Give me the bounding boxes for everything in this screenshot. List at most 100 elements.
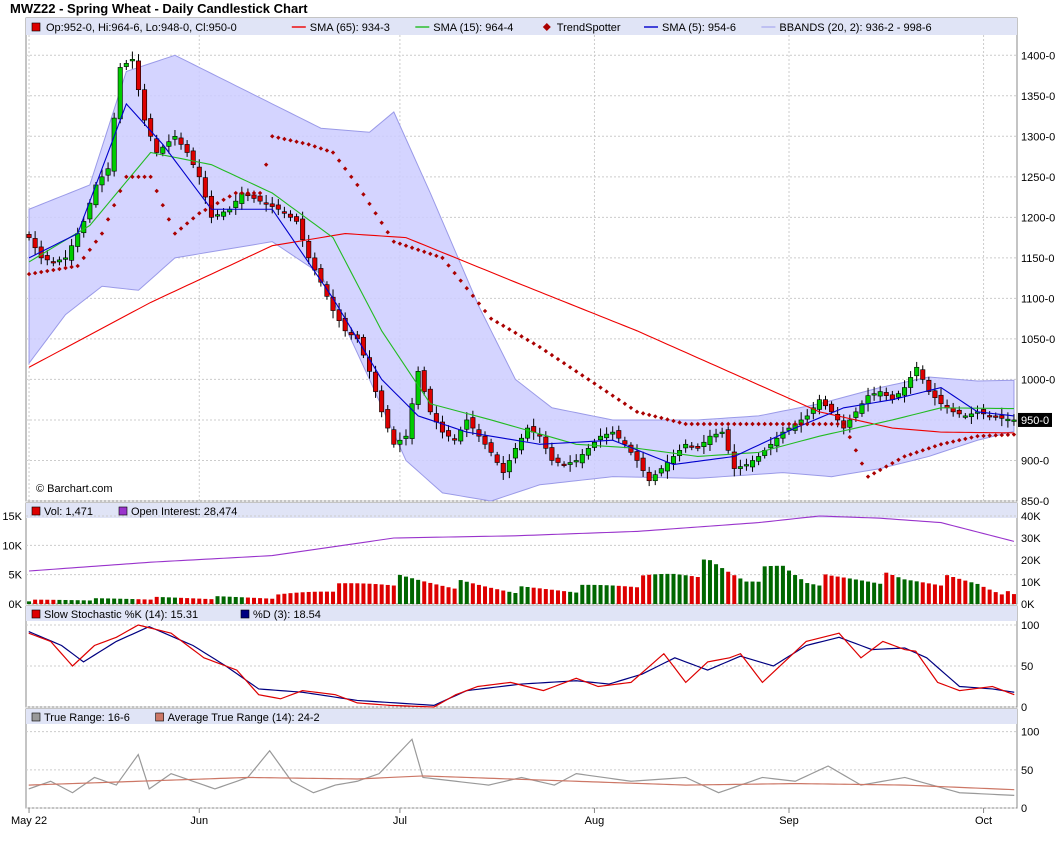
price-legend-entry: SMA (65): 934-3: [310, 22, 390, 34]
volume-bar: [458, 580, 463, 604]
volume-bar: [762, 566, 767, 604]
volume-bar: [495, 589, 500, 604]
candle: [26, 234, 32, 238]
trendspotter-marker: [257, 190, 263, 196]
trendspotter-marker: [598, 385, 603, 390]
trendspotter-marker: [865, 474, 871, 479]
trendspotter-marker: [276, 135, 281, 140]
volume-bar: [324, 591, 329, 604]
volume-bar: [853, 579, 858, 604]
trendspotter-marker: [683, 421, 688, 427]
volume-bar: [379, 584, 384, 604]
volume-bar: [859, 580, 864, 604]
candle: [385, 409, 391, 429]
volume-bar: [51, 599, 56, 604]
volume-bar: [920, 582, 925, 604]
open-interest-line: [29, 515, 1015, 572]
trendspotter-marker: [811, 421, 816, 427]
candle: [148, 118, 154, 137]
candle: [853, 411, 859, 418]
trendspotter-marker: [318, 146, 324, 151]
volume-bar: [464, 581, 469, 604]
volume-bar: [641, 575, 646, 604]
volume-bar: [647, 574, 652, 604]
volume-right-tick: 0K: [1021, 599, 1035, 611]
candle: [190, 150, 196, 165]
volume-bar: [847, 578, 852, 604]
volume-bar: [312, 591, 317, 604]
price-tick-label: 1350-0: [1021, 91, 1055, 103]
volume-bar: [63, 599, 68, 604]
trendspotter-marker: [823, 421, 828, 427]
volume-bar: [744, 581, 749, 604]
candle: [938, 394, 944, 405]
trendspotter-marker: [938, 442, 944, 447]
candle: [561, 463, 567, 466]
trendspotter-marker: [385, 230, 390, 235]
candle: [379, 390, 385, 413]
trendspotter-marker: [38, 269, 44, 275]
price-legend-entry: SMA (15): 964-4: [433, 22, 513, 34]
volume-left-tick: 15K: [2, 511, 22, 523]
trendspotter-marker: [963, 436, 968, 442]
volume-bar: [969, 582, 974, 604]
trendspotter-marker: [452, 270, 457, 276]
volume-bar: [233, 596, 238, 604]
volume-bar: [410, 578, 415, 604]
trendspotter-marker: [45, 268, 50, 274]
trendspotter-marker: [26, 271, 32, 277]
volume-bar: [817, 585, 822, 604]
candle: [634, 451, 640, 461]
trendspotter-marker: [604, 389, 609, 394]
trendspotter-marker: [695, 421, 701, 427]
volume-bar: [592, 584, 597, 604]
candle: [543, 436, 549, 449]
volume-bar: [823, 574, 828, 604]
trendspotter-marker: [294, 139, 299, 144]
trendspotter-marker: [884, 464, 889, 469]
candle: [816, 399, 822, 410]
volume-left-tick: 0K: [9, 599, 23, 611]
volume-bar: [555, 590, 560, 604]
trendspotter-marker: [786, 421, 792, 427]
candle: [962, 415, 968, 418]
volume-bar: [197, 598, 202, 604]
trendspotter-marker: [969, 435, 974, 440]
trendspotter-marker: [233, 190, 238, 196]
price-tick-label: 1400-0: [1021, 50, 1055, 62]
trendspotter-marker: [300, 140, 305, 146]
candle: [658, 468, 664, 474]
volume-bar: [470, 583, 475, 604]
trendspotter-marker: [713, 421, 719, 427]
volume-bar: [434, 584, 439, 604]
volume-bar: [780, 565, 785, 604]
trendspotter-marker: [288, 138, 293, 143]
trendspotter-marker: [555, 356, 561, 362]
trendspotter-marker: [835, 421, 840, 427]
trendspotter-marker: [367, 201, 372, 207]
candle: [683, 443, 689, 449]
trendspotter-marker: [707, 421, 713, 427]
trendspotter-marker: [166, 217, 172, 222]
candle: [646, 471, 652, 482]
candle: [768, 443, 774, 449]
x-axis-label: Aug: [585, 815, 605, 827]
volume-bar: [476, 584, 481, 604]
candle: [537, 434, 543, 437]
volume-bar: [33, 599, 38, 604]
volume-bar: [622, 586, 627, 604]
candle: [725, 429, 731, 451]
trendspotter-marker: [762, 421, 767, 427]
stoch-legend-bar: [26, 606, 1017, 621]
trendspotter-marker: [342, 166, 348, 171]
trendspotter-marker: [531, 341, 536, 346]
candle: [446, 430, 452, 437]
volume-bar: [203, 598, 208, 604]
volume-bar: [701, 559, 706, 604]
trendspotter-marker: [75, 263, 80, 269]
price-tick-label: 1150-0: [1021, 253, 1054, 265]
volume-bar: [57, 599, 62, 604]
volume-bar: [829, 575, 834, 604]
trendspotter-marker: [124, 174, 129, 180]
stoch-tick: 0: [1021, 702, 1027, 714]
